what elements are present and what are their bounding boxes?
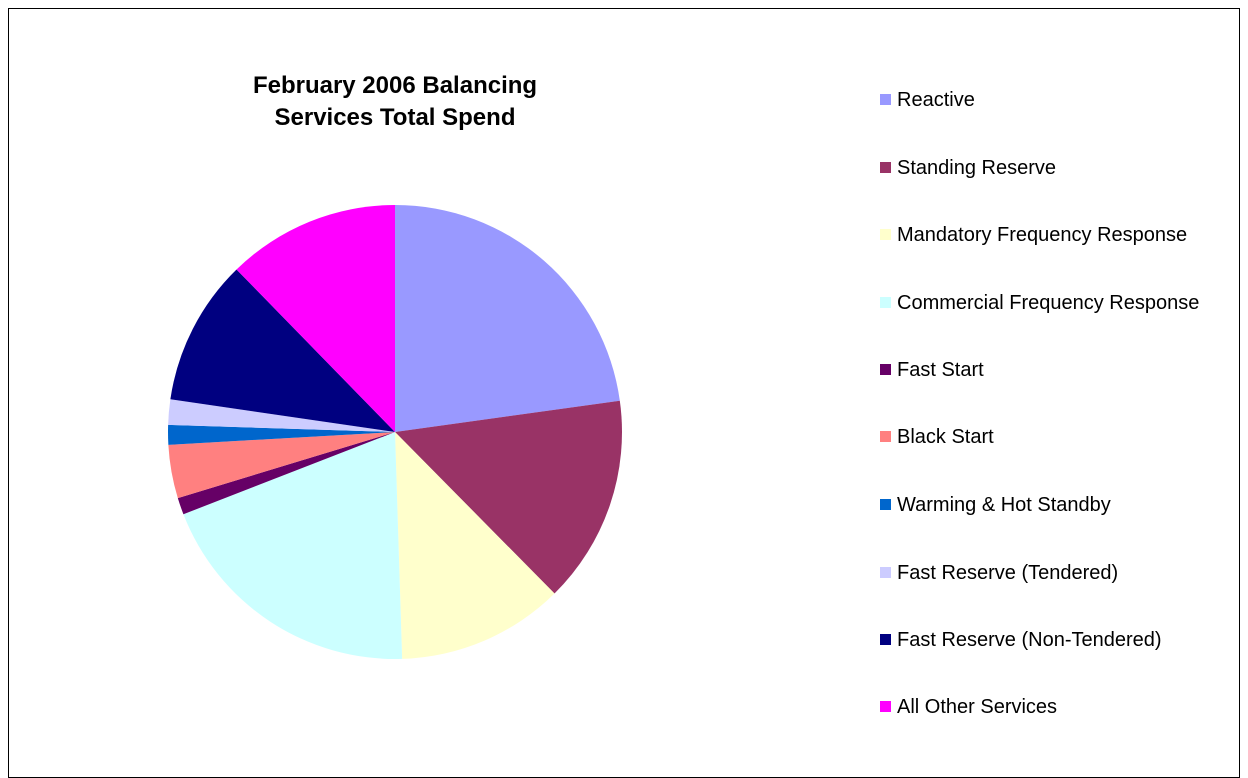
legend-swatch bbox=[880, 229, 891, 240]
pie-slice-warming-hot-standby bbox=[167, 424, 395, 445]
pie-slice-reactive bbox=[395, 205, 620, 432]
legend-label: Mandatory Frequency Response bbox=[897, 224, 1188, 246]
pie-slice-mandatory-frequency-response bbox=[395, 432, 555, 659]
pie-slice-commercial-frequency-response bbox=[183, 432, 403, 660]
legend-swatch bbox=[880, 499, 891, 510]
legend-label: Commercial Frequency Response bbox=[897, 292, 1200, 314]
pie-slice-standing-reserve bbox=[395, 400, 622, 594]
legend-label: Standing Reserve bbox=[897, 157, 1056, 179]
pie-slice-fast-reserve-non-tendered bbox=[170, 269, 395, 432]
legend-swatch bbox=[880, 701, 891, 712]
legend-item-fast-reserve-tendered: Fast Reserve (Tendered) bbox=[880, 560, 1227, 586]
legend-item-mandatory-frequency-response: Mandatory Frequency Response bbox=[880, 222, 1227, 248]
legend-swatch bbox=[880, 431, 891, 442]
legend-item-standing-reserve: Standing Reserve bbox=[880, 155, 1227, 181]
legend-swatch bbox=[880, 634, 891, 645]
legend-item-all-other-services: All Other Services bbox=[880, 694, 1227, 720]
pie-slices bbox=[167, 205, 622, 660]
legend-swatch bbox=[880, 162, 891, 173]
chart-title: February 2006 Balancing Services Total S… bbox=[252, 72, 538, 131]
legend-label: Fast Reserve (Non-Tendered) bbox=[897, 629, 1162, 651]
legend-item-black-start: Black Start bbox=[880, 424, 1227, 450]
legend-item-reactive: Reactive bbox=[880, 87, 1227, 113]
legend-swatch bbox=[880, 364, 891, 375]
legend-swatch bbox=[880, 297, 891, 308]
legend-swatch bbox=[880, 94, 891, 105]
legend-label: Warming & Hot Standby bbox=[897, 494, 1111, 516]
legend-label: Fast Start bbox=[897, 359, 984, 381]
legend-label: Reactive bbox=[897, 89, 975, 111]
pie-slice-fast-start bbox=[177, 432, 395, 515]
legend-item-fast-start: Fast Start bbox=[880, 357, 1227, 383]
legend-swatch bbox=[880, 567, 891, 578]
legend-label: Fast Reserve (Tendered) bbox=[897, 562, 1119, 584]
pie-slice-fast-reserve-tendered bbox=[168, 399, 395, 432]
legend-item-commercial-frequency-response: Commercial Frequency Response bbox=[880, 290, 1227, 316]
legend-item-fast-reserve-non-tendered: Fast Reserve (Non-Tendered) bbox=[880, 627, 1227, 653]
legend-label: Black Start bbox=[897, 426, 994, 448]
legend-label: All Other Services bbox=[897, 696, 1058, 718]
legend-item-warming-hot-standby: Warming & Hot Standby bbox=[880, 492, 1227, 518]
pie-slice-all-other-services bbox=[236, 205, 395, 432]
pie-slice-black-start bbox=[168, 432, 395, 499]
